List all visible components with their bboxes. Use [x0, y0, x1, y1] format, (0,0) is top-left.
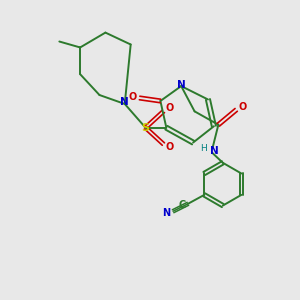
Text: O: O — [165, 103, 173, 113]
Text: N: N — [163, 208, 171, 218]
Text: O: O — [238, 102, 246, 112]
Text: S: S — [142, 123, 149, 133]
Text: N: N — [120, 98, 129, 107]
Text: H: H — [200, 144, 207, 153]
Text: N: N — [177, 80, 186, 90]
Text: O: O — [165, 142, 173, 152]
Text: N: N — [209, 146, 218, 156]
Text: C: C — [179, 200, 186, 210]
Text: O: O — [129, 92, 137, 101]
